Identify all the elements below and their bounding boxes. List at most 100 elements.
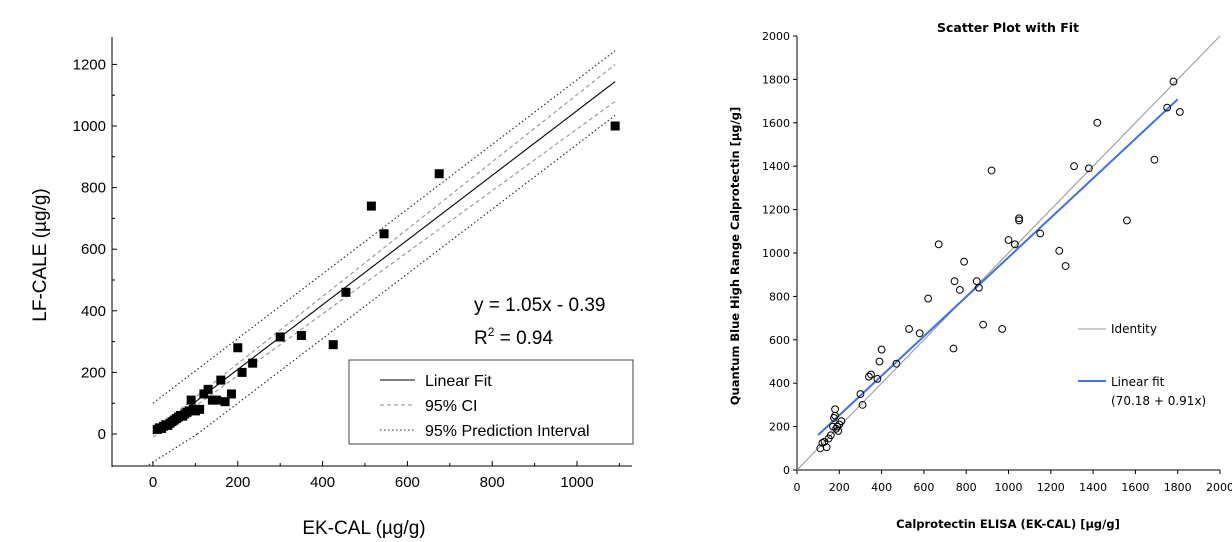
left-y-tick-label: 0 bbox=[98, 426, 106, 443]
data-point bbox=[195, 404, 205, 414]
data-point bbox=[972, 277, 981, 286]
data-point bbox=[1010, 240, 1019, 249]
left-x-tick-label: 400 bbox=[310, 474, 335, 491]
data-point bbox=[226, 389, 236, 399]
prediction-interval-lower-ext bbox=[148, 433, 198, 466]
data-point bbox=[998, 325, 1007, 333]
right-x-tick-label: 1800 bbox=[1164, 481, 1192, 494]
data-point bbox=[833, 422, 842, 431]
left-y-tick-label: 200 bbox=[81, 364, 106, 381]
left-chart: 0 200 400 600 800 1000 1200 0 200 400 600 800 1000 E… bbox=[30, 37, 634, 539]
right-y-tick-label: 800 bbox=[769, 290, 790, 303]
data-point bbox=[328, 340, 338, 350]
confidence-interval-lower bbox=[152, 100, 616, 438]
left-x-tick-label: 200 bbox=[225, 474, 250, 491]
right-x-tick-label: 1400 bbox=[1079, 481, 1107, 494]
linear-fit-line bbox=[817, 98, 1179, 436]
prediction-interval-upper bbox=[152, 50, 616, 404]
data-point bbox=[1015, 214, 1023, 223]
data-point bbox=[955, 285, 964, 294]
data-point bbox=[237, 367, 247, 377]
legend-label-95-prediction-interval: 95% Prediction Interval bbox=[425, 423, 590, 440]
data-point bbox=[987, 166, 996, 175]
right-x-tick-label: 1200 bbox=[1037, 481, 1065, 494]
data-point bbox=[186, 395, 196, 405]
r-squared-annotation: R2 = 0.94 bbox=[474, 325, 553, 349]
right-x-tick-label: 800 bbox=[956, 481, 977, 494]
data-point bbox=[822, 443, 831, 452]
data-point bbox=[858, 401, 867, 409]
right-y-tick-label: 1800 bbox=[762, 73, 790, 86]
left-points bbox=[152, 121, 620, 434]
data-point bbox=[1123, 216, 1131, 225]
legend-label-identity: Identity bbox=[1111, 322, 1157, 336]
data-point bbox=[877, 345, 886, 354]
data-point bbox=[248, 358, 258, 368]
right-x-tick-label: 1000 bbox=[995, 481, 1023, 494]
data-point bbox=[924, 294, 933, 303]
data-point bbox=[199, 389, 209, 399]
right-x-tick-label: 200 bbox=[829, 481, 850, 494]
data-point bbox=[296, 330, 306, 340]
legend-label-95-ci: 95% CI bbox=[425, 398, 477, 415]
identity-line bbox=[796, 35, 1221, 471]
left-bands bbox=[148, 50, 616, 466]
right-chart-title: Scatter Plot with Fit bbox=[937, 20, 1079, 35]
linear-fit-line bbox=[152, 81, 616, 435]
right-y-tick-label: 1000 bbox=[762, 247, 790, 260]
right-y-tick-label: 1400 bbox=[762, 160, 790, 173]
right-y-tick-label: 600 bbox=[769, 334, 790, 347]
right-y-tick-label: 1600 bbox=[762, 117, 790, 130]
left-y-tick-label: 800 bbox=[81, 180, 106, 197]
data-point bbox=[934, 240, 943, 249]
right-y-tick-label: 0 bbox=[783, 464, 790, 477]
right-y-tick-label: 400 bbox=[769, 377, 790, 390]
data-point bbox=[837, 417, 846, 426]
data-point bbox=[1175, 108, 1184, 116]
data-point bbox=[915, 329, 924, 338]
data-point bbox=[950, 277, 959, 286]
legend-label-linear-fit: Linear Fit bbox=[425, 373, 492, 390]
right-axes: 0 200 400 600 800 1000 1200 1400 1600 1800 2000 0 20… bbox=[762, 30, 1232, 494]
data-point bbox=[233, 343, 243, 353]
data-point bbox=[1084, 164, 1093, 173]
data-point bbox=[379, 229, 389, 239]
data-point bbox=[873, 374, 882, 383]
confidence-interval-upper bbox=[152, 64, 616, 432]
data-point bbox=[960, 257, 968, 266]
data-point bbox=[212, 395, 222, 405]
left-y-tick-label: 1200 bbox=[73, 56, 106, 73]
right-lines bbox=[796, 35, 1221, 471]
left-axes: 0 200 400 600 800 1000 1200 0 200 400 600 800 1000 bbox=[73, 37, 632, 491]
data-point bbox=[826, 431, 835, 440]
data-point bbox=[216, 375, 226, 385]
data-point bbox=[892, 359, 901, 368]
left-y-axis-label: LF-CALE (µg/g) bbox=[30, 188, 51, 321]
right-x-axis-label: Calprotectin ELISA (EK-CAL) [µg/g] bbox=[896, 517, 1120, 531]
data-point bbox=[974, 283, 983, 292]
data-point bbox=[366, 201, 376, 211]
right-x-tick-label: 400 bbox=[871, 481, 892, 494]
data-point bbox=[1015, 216, 1023, 225]
data-point bbox=[1004, 236, 1013, 244]
right-legend: Identity Linear fit (70.18 + 0.91x) bbox=[1078, 322, 1206, 408]
data-point bbox=[275, 332, 285, 342]
right-y-tick-label: 200 bbox=[769, 421, 790, 434]
data-point bbox=[1061, 262, 1070, 270]
left-y-tick-label: 600 bbox=[81, 241, 106, 258]
left-y-tick-label: 1000 bbox=[73, 118, 106, 135]
data-point bbox=[875, 357, 884, 366]
left-legend: Linear Fit 95% CI 95% Prediction Interva… bbox=[348, 359, 634, 445]
data-point bbox=[1169, 77, 1178, 86]
left-x-axis-label: EK-CAL (µg/g) bbox=[302, 518, 425, 539]
r-squared-value: = 0.94 bbox=[494, 328, 553, 349]
right-x-tick-label: 2000 bbox=[1206, 481, 1232, 494]
r-squared-superscript: 2 bbox=[488, 325, 495, 339]
data-point bbox=[610, 121, 620, 131]
data-point bbox=[905, 325, 913, 333]
r-squared-prefix: R bbox=[474, 328, 488, 349]
data-point bbox=[831, 411, 839, 420]
right-y-axis-label: Quantum Blue High Range Calprotectin [µg… bbox=[728, 107, 742, 405]
